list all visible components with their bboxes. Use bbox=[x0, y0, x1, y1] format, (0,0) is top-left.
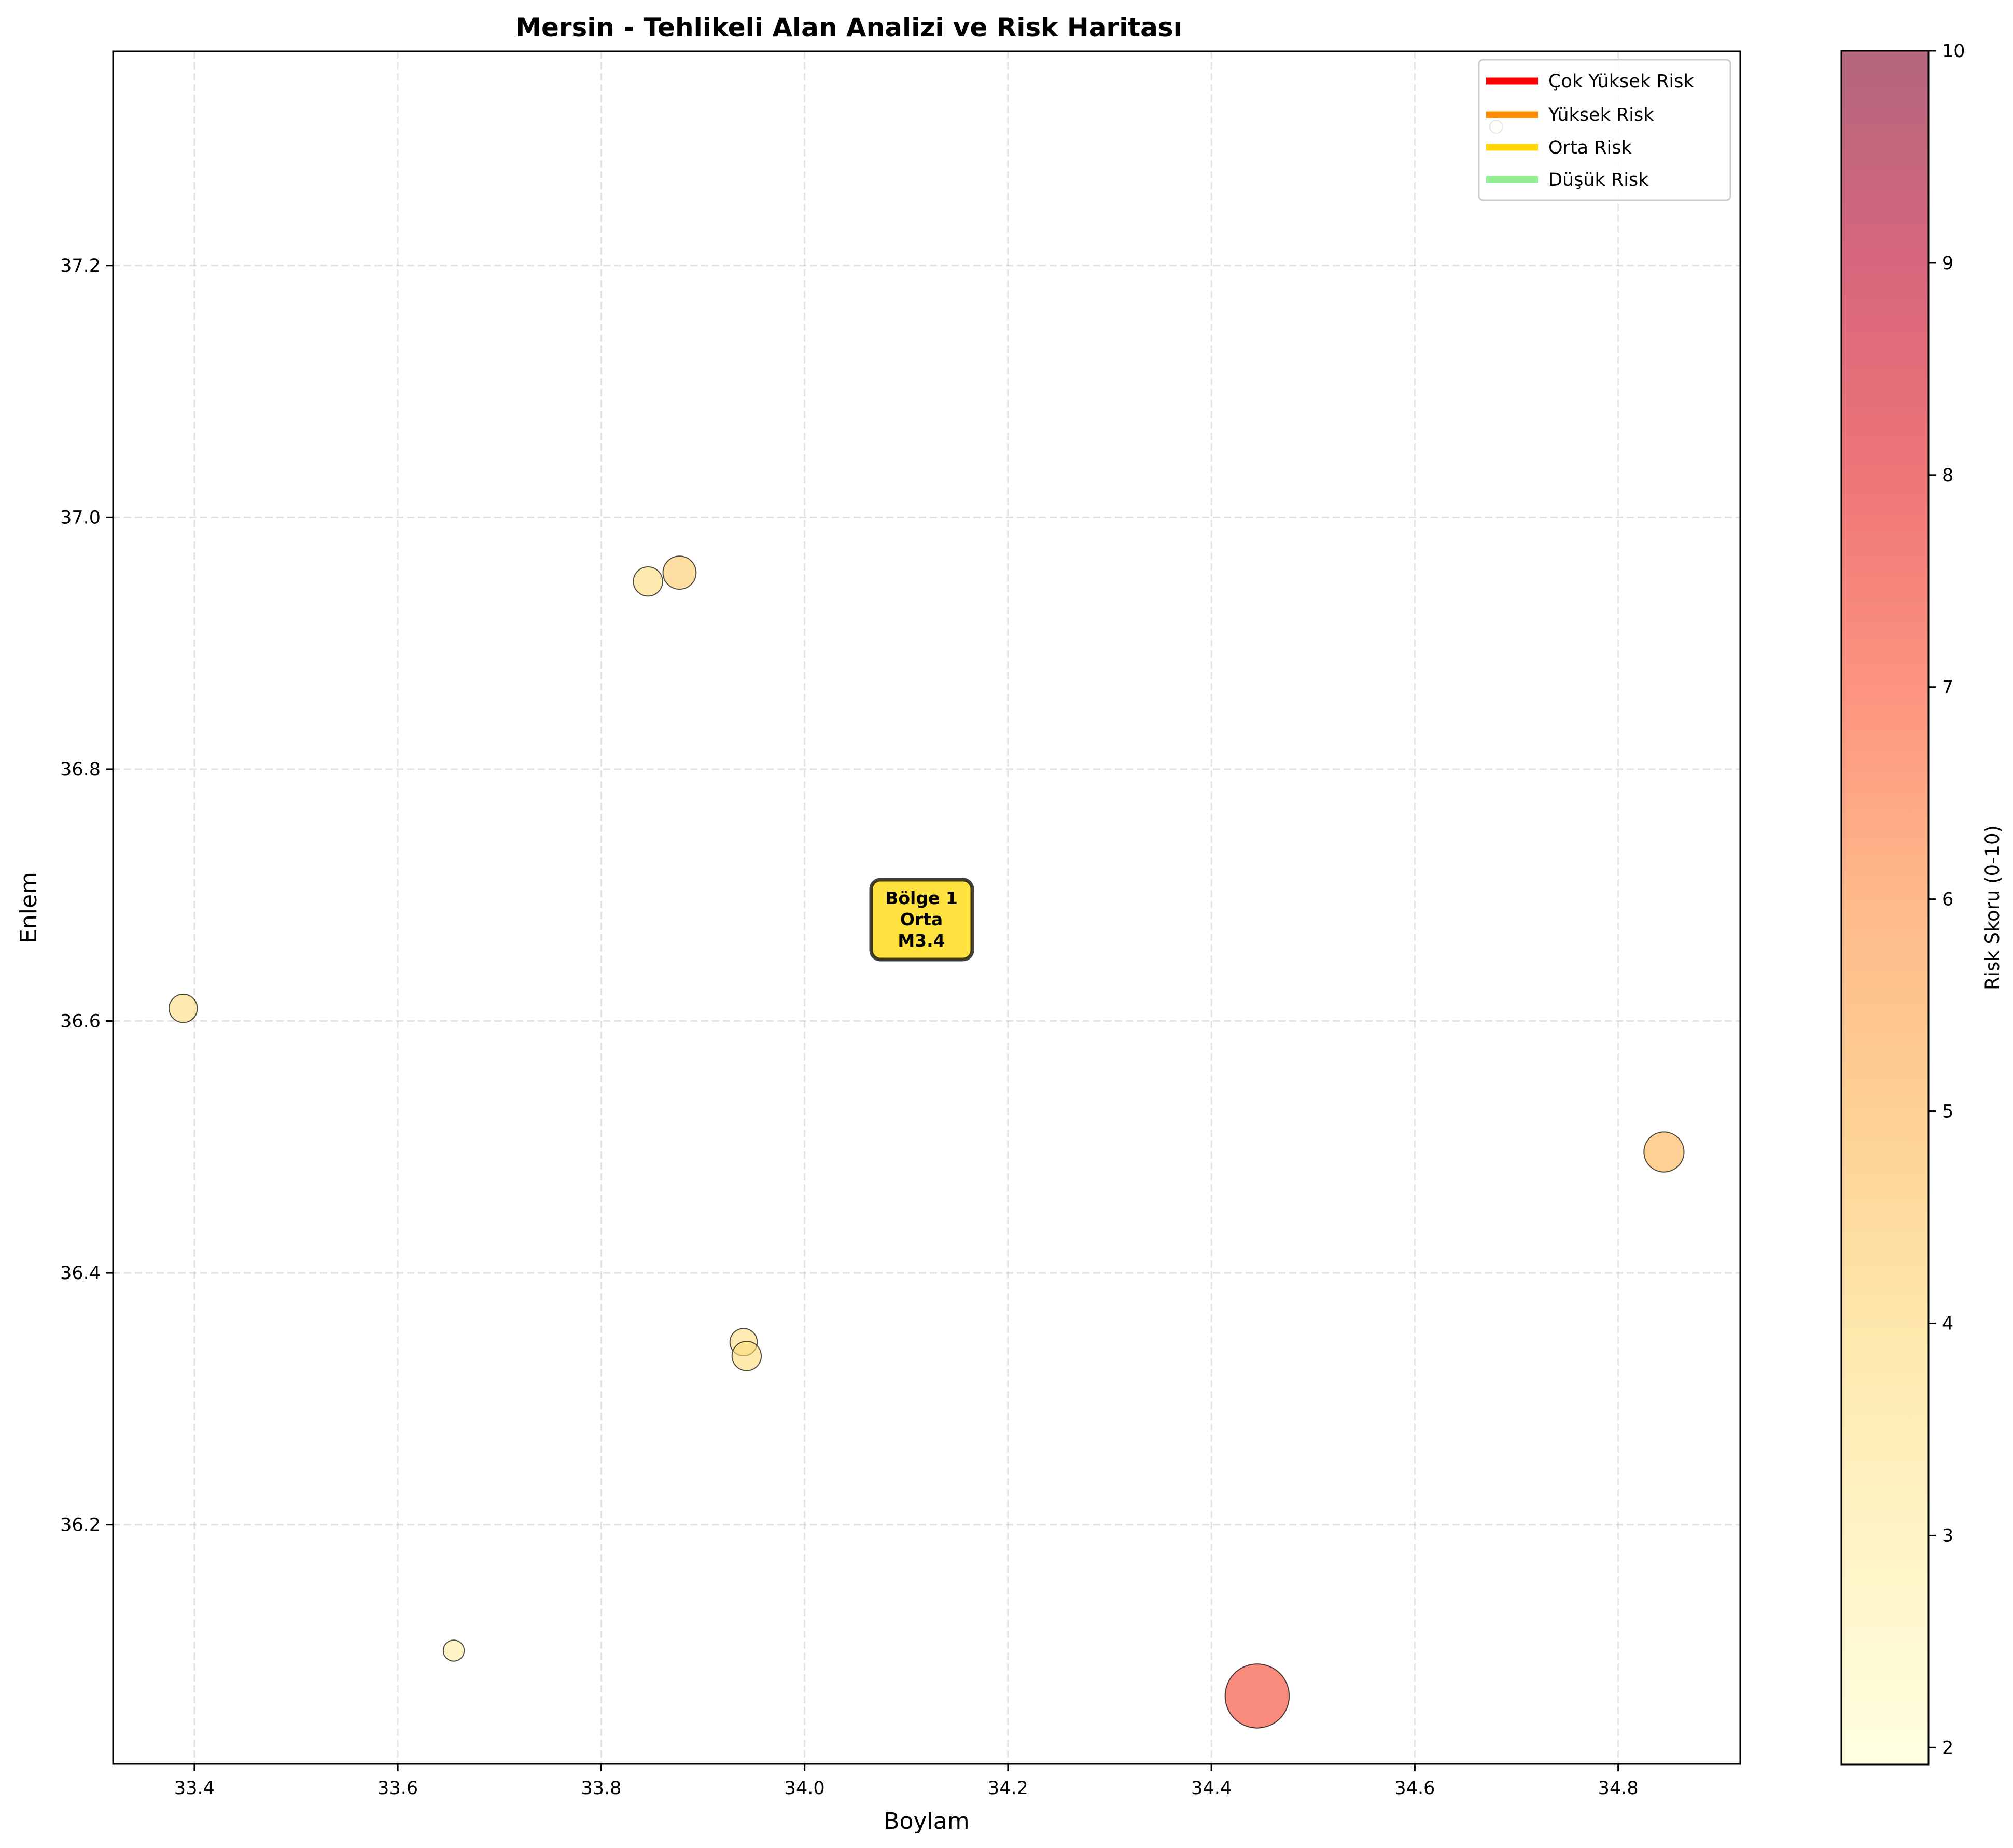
risk-point bbox=[731, 1341, 762, 1371]
colorbar-tick-label: 5 bbox=[1942, 1102, 1953, 1122]
colorbar-tick-label: 10 bbox=[1942, 41, 1965, 62]
y-tick-label: 37.0 bbox=[60, 507, 101, 528]
legend-label-yuksek: Yüksek Risk bbox=[1548, 105, 1654, 126]
annotation-box bbox=[869, 878, 974, 962]
colorbar-ticks: 2 3 4 5 6 7 8 9 10 bbox=[1928, 41, 1965, 1758]
colorbar-tick-label: 3 bbox=[1942, 1525, 1953, 1546]
colorbar-label: Risk Skoru (0-10) bbox=[1981, 825, 2004, 990]
colorbar: 2 3 4 5 6 7 8 9 10 Risk Skoru (0-10) bbox=[1840, 41, 2004, 1766]
legend: Çok Yüksek Risk Yüksek Risk Orta Risk Dü… bbox=[1478, 59, 1731, 201]
x-axis-label: Boylam bbox=[884, 1808, 969, 1835]
colorbar-frame bbox=[1840, 50, 1930, 1766]
colorbar-tick-label: 8 bbox=[1942, 465, 1953, 486]
colorbar-tick-label: 9 bbox=[1942, 253, 1953, 274]
colorbar-gradient bbox=[1841, 51, 1928, 1764]
risk-point bbox=[1224, 1663, 1290, 1729]
x-tick-label: 33.4 bbox=[174, 1778, 215, 1799]
y-tick-label: 36.8 bbox=[60, 759, 101, 780]
x-tick-label: 34.2 bbox=[988, 1778, 1028, 1799]
y-tick-label: 36.2 bbox=[60, 1515, 101, 1536]
chart-title: Mersin - Tehlikeli Alan Analizi ve Risk … bbox=[515, 12, 1182, 43]
colorbar-tick-label: 6 bbox=[1942, 890, 1953, 910]
annotation-line-3: M3.4 bbox=[898, 930, 945, 951]
x-tick-label: 34.6 bbox=[1394, 1778, 1435, 1799]
x-tick-label: 33.8 bbox=[581, 1778, 621, 1799]
risk-point bbox=[169, 994, 198, 1023]
y-tick-label: 36.6 bbox=[60, 1011, 101, 1032]
x-axis-ticks: 33.4 33.6 33.8 34.0 34.2 34.4 34.6 34.8 bbox=[174, 1764, 1639, 1799]
annotation-line-1: Bölge 1 bbox=[885, 888, 958, 908]
y-tick-label: 36.4 bbox=[60, 1263, 101, 1284]
legend-label-orta: Orta Risk bbox=[1548, 137, 1632, 158]
risk-point bbox=[633, 566, 663, 597]
annotation-bolge-1: Bölge 1 Orta M3.4 bbox=[869, 878, 974, 962]
risk-point bbox=[1643, 1131, 1685, 1173]
risk-point bbox=[442, 1639, 465, 1662]
annotation-line-2: Orta bbox=[900, 909, 943, 929]
x-tick-label: 33.6 bbox=[378, 1778, 418, 1799]
plot-frame bbox=[112, 50, 1741, 1765]
colorbar-tick-label: 2 bbox=[1942, 1738, 1953, 1758]
plot-area: Bölge 1 Orta M3.4 33.4 33.6 33.8 34.0 34.2 34… bbox=[60, 50, 1741, 1799]
colorbar-tick-label: 4 bbox=[1942, 1313, 1953, 1334]
y-axis-label: Enlem bbox=[16, 872, 42, 943]
legend-label-cok-yuksek: Çok Yüksek Risk bbox=[1548, 71, 1695, 92]
x-tick-label: 34.4 bbox=[1191, 1778, 1232, 1799]
legend-label-dusuk: Düşük Risk bbox=[1548, 170, 1649, 190]
scatter-points bbox=[169, 120, 1685, 1729]
x-tick-label: 34.8 bbox=[1598, 1778, 1639, 1799]
legend-box bbox=[1478, 59, 1731, 201]
x-tick-label: 34.0 bbox=[785, 1778, 825, 1799]
risk-point bbox=[662, 555, 697, 590]
colorbar-tick-label: 7 bbox=[1942, 677, 1953, 698]
y-tick-label: 37.2 bbox=[60, 256, 101, 276]
y-axis-ticks: 36.2 36.4 36.6 36.8 37.0 37.2 bbox=[60, 256, 113, 1536]
grid-lines bbox=[113, 51, 1740, 1764]
